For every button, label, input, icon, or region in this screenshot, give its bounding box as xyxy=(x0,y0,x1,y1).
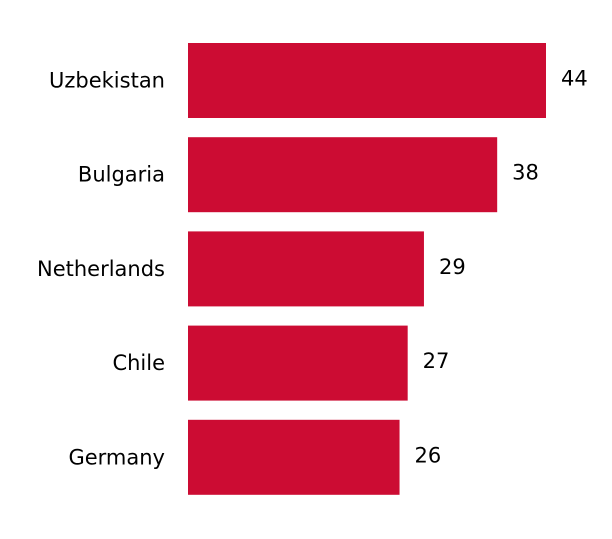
category-label: Bulgaria xyxy=(78,163,165,187)
category-label: Netherlands xyxy=(37,257,165,281)
bar xyxy=(188,419,400,495)
bar xyxy=(188,325,408,401)
value-label: 44 xyxy=(561,67,588,91)
bar xyxy=(188,231,424,307)
category-label: Uzbekistan xyxy=(49,69,165,93)
value-label: 27 xyxy=(423,349,450,373)
bar xyxy=(188,137,498,213)
value-label: 29 xyxy=(439,255,466,279)
value-label: 26 xyxy=(415,443,442,467)
category-label: Germany xyxy=(68,445,165,469)
category-label: Chile xyxy=(112,351,165,375)
bar xyxy=(188,43,546,118)
value-label: 38 xyxy=(512,161,539,185)
